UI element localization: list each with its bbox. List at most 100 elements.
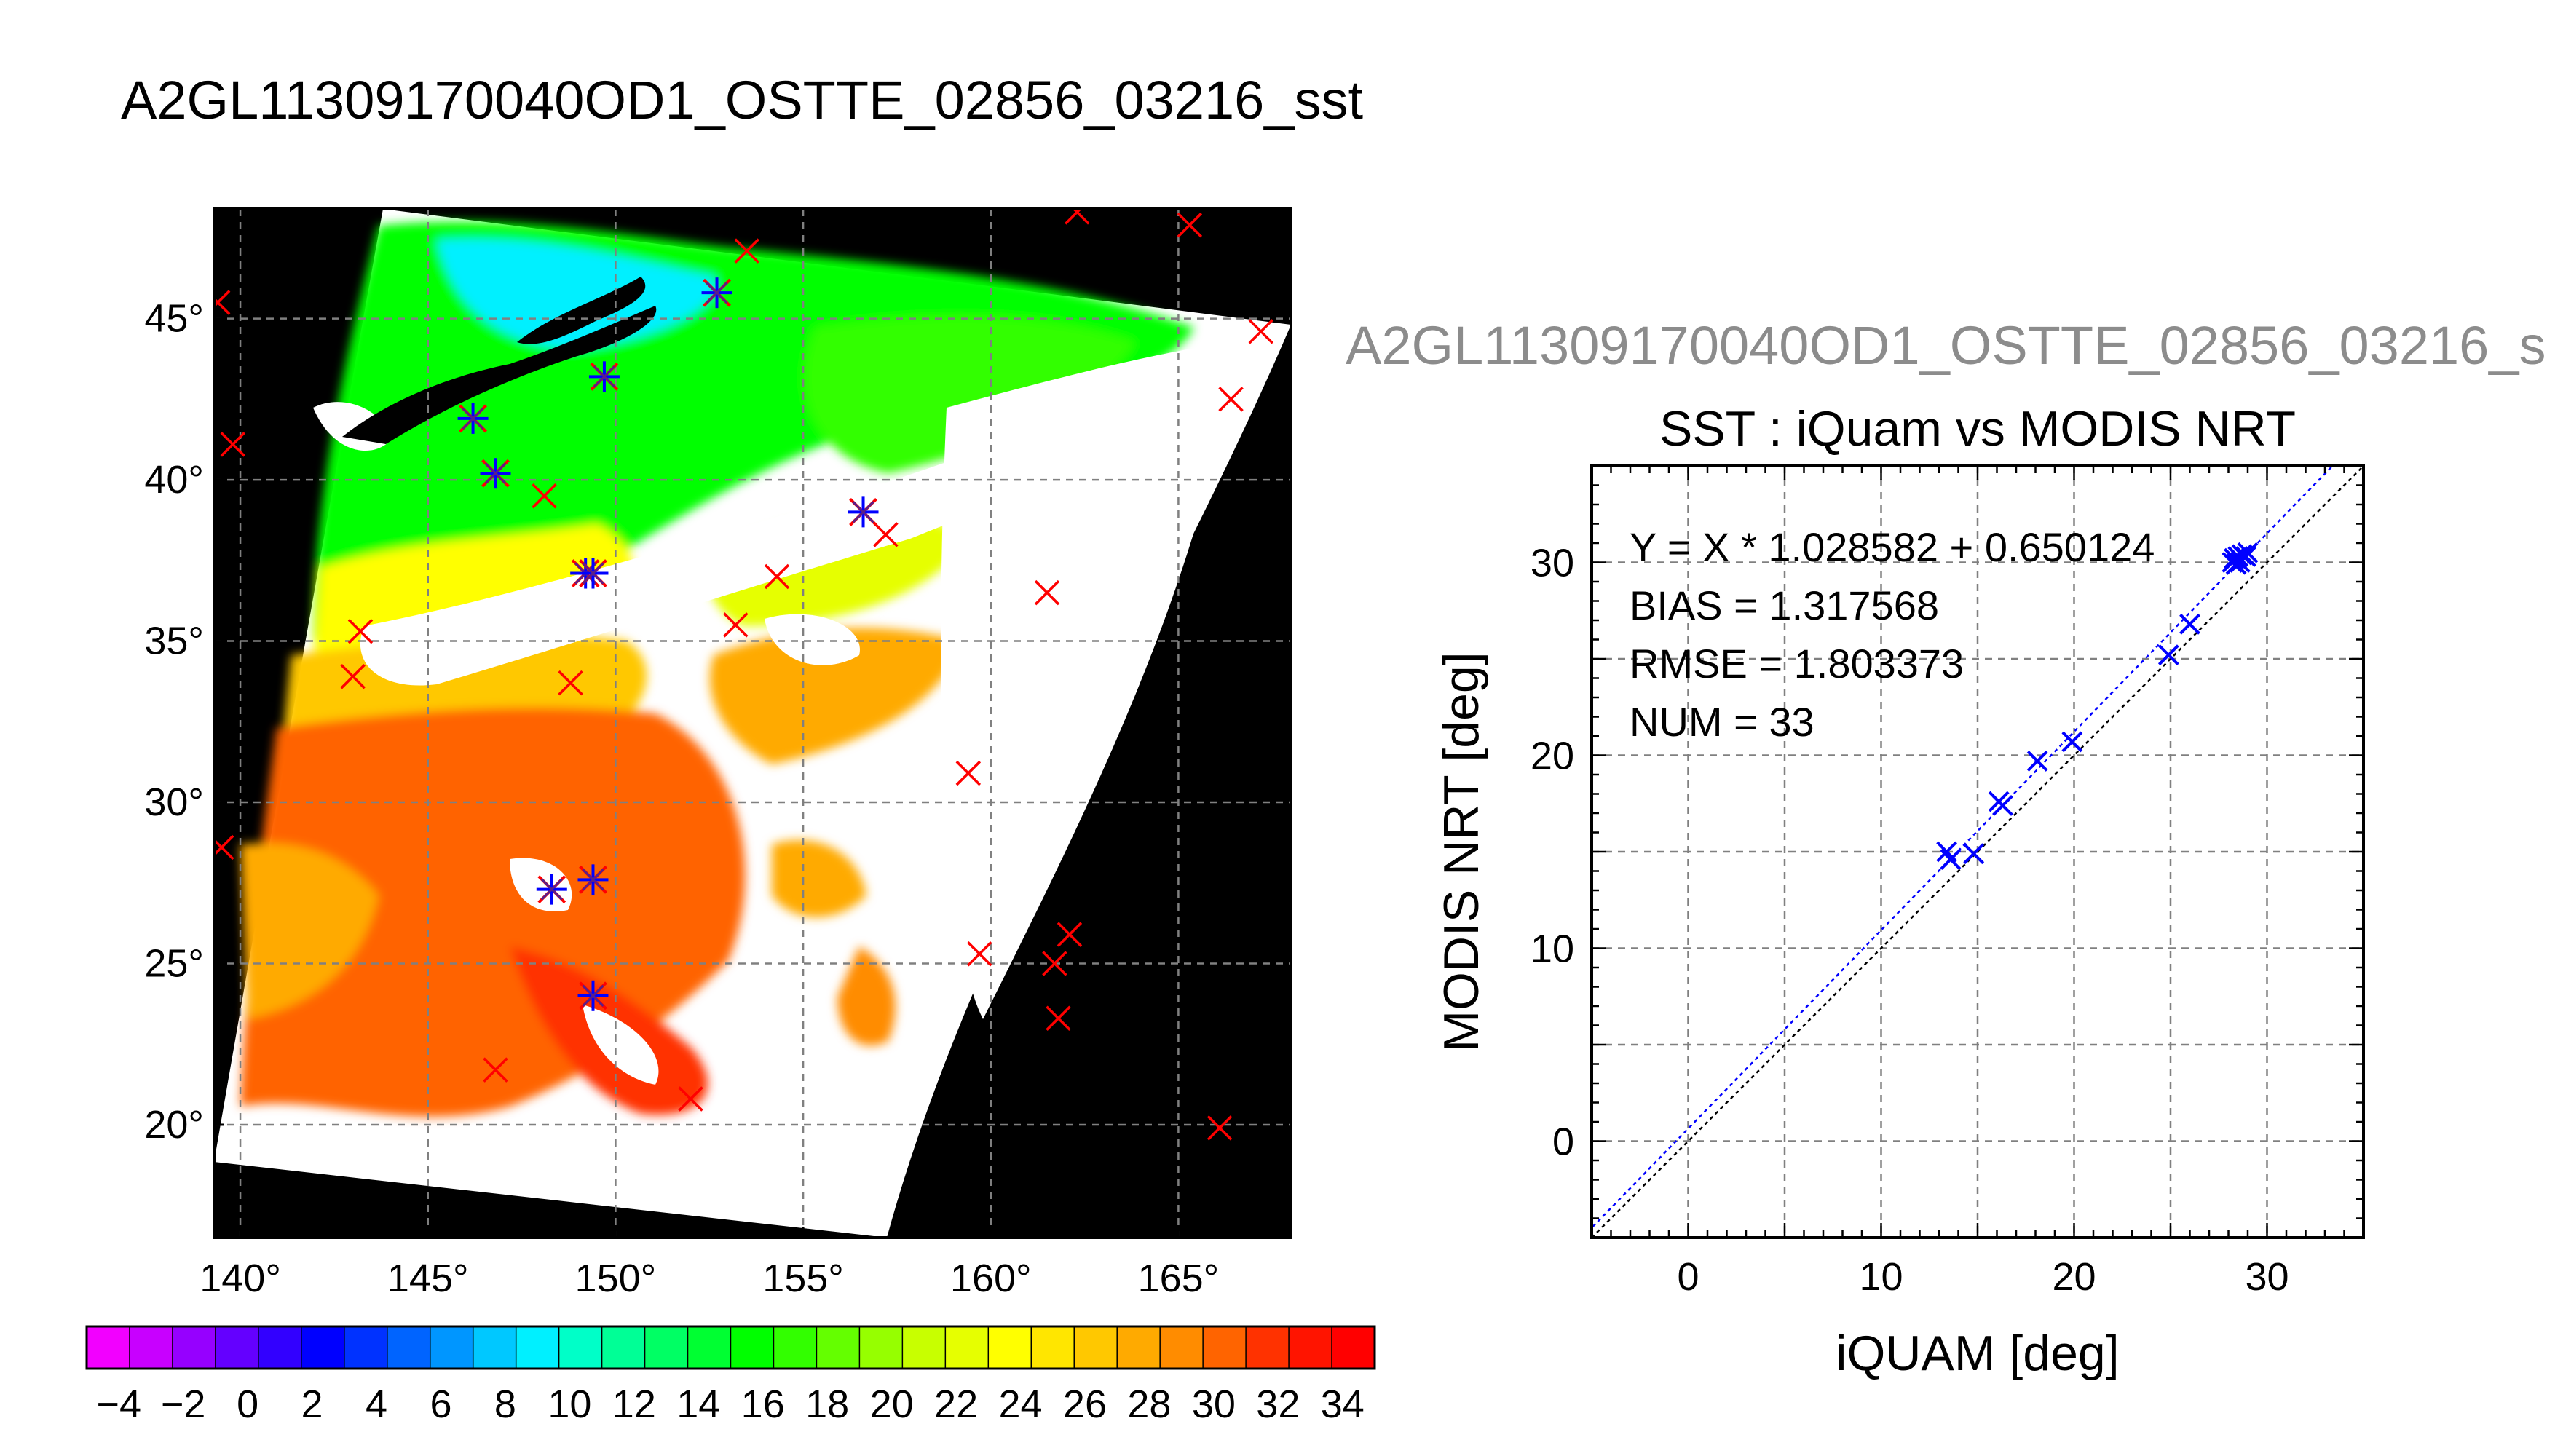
insitu-point-stroke: [483, 1057, 508, 1083]
colorbar-segment: [430, 1326, 474, 1369]
map-x-tick-label: 155°: [762, 1257, 844, 1300]
colorbar-tick-label: 28: [1127, 1382, 1171, 1426]
insitu-point-stroke: [1207, 1115, 1233, 1141]
colorbar-segment: [215, 1326, 259, 1369]
colorbar-segment: [1160, 1326, 1204, 1369]
colorbar-segment: [1203, 1326, 1247, 1369]
map-x-tick-label: 150°: [575, 1257, 657, 1300]
colorbar-segment: [1117, 1326, 1161, 1369]
colorbar-tick-label: 10: [548, 1382, 591, 1426]
matchup-point: [701, 277, 732, 309]
insitu-point: [1034, 579, 1060, 606]
scatter-point-stroke: [2061, 731, 2083, 753]
scatter-point-stroke: [1992, 794, 2013, 816]
scatter-point-stroke: [2157, 644, 2179, 666]
insitu-point-stroke: [532, 483, 557, 509]
insitu-point-stroke: [558, 670, 583, 696]
colorbar-segment: [301, 1326, 345, 1369]
cloud-patch: [765, 614, 860, 665]
insitu-point-stroke: [347, 619, 374, 644]
scatter-x-tick-label: 30: [2245, 1255, 2289, 1299]
colorbar-tick-label: 12: [612, 1382, 656, 1426]
map-gridlines: [214, 209, 1291, 1238]
land-hokkaido: [342, 306, 657, 444]
scatter-point: [2179, 613, 2200, 635]
colorbar-tick-label: 22: [934, 1382, 978, 1426]
matchup-point: [457, 403, 489, 434]
scatter-gridlines: [1592, 466, 2364, 1238]
matchup-point: [848, 496, 879, 528]
matchup-point: [536, 874, 567, 905]
matchup-point: [577, 980, 609, 1011]
matchup-point: [588, 361, 620, 392]
matchup-point: [577, 864, 609, 895]
map-y-tick-label: 30°: [144, 780, 204, 824]
colorbar-segment: [172, 1326, 216, 1369]
matchup-point-dstroke: [582, 869, 604, 891]
colorbar-segment: [902, 1326, 946, 1369]
colorbar-tick-label: 30: [1192, 1382, 1236, 1426]
matchup-point-dstroke: [462, 407, 484, 430]
insitu-point: [764, 563, 790, 590]
insitu-point-stroke: [955, 760, 982, 786]
insitu-point-stroke: [1042, 951, 1067, 976]
insitu-point: [723, 612, 749, 638]
map-y-tick-label: 20°: [144, 1103, 204, 1147]
scatter-point: [2157, 644, 2179, 666]
insitu-point: [1177, 212, 1203, 238]
colorbar-segment: [601, 1326, 646, 1369]
colorbar-segment: [558, 1326, 603, 1369]
colorbar-tick-label: 8: [494, 1382, 516, 1426]
insitu-point-stroke: [678, 1086, 703, 1112]
colorbar-segment: [516, 1326, 560, 1369]
scatter-y-tick-label: 20: [1531, 735, 1574, 778]
insitu-point-stroke: [1177, 212, 1203, 238]
insitu-point-stroke: [220, 432, 246, 457]
insitu-point-stroke: [1057, 922, 1083, 947]
sst-region: [772, 839, 866, 917]
matchup-point-dstroke: [706, 282, 728, 304]
insitu-point: [1207, 1115, 1233, 1141]
colorbar-tick-label: −4: [96, 1382, 141, 1426]
map-x-tick-label: 160°: [950, 1257, 1032, 1300]
map-y-tick-label: 40°: [144, 458, 204, 502]
sst-region: [240, 843, 379, 1019]
insitu-point-stroke: [1248, 319, 1274, 344]
scatter-x-tick-label: 0: [1677, 1255, 1699, 1299]
map-x-tick-label: 145°: [387, 1257, 469, 1300]
insitu-point-stroke: [1046, 1005, 1071, 1032]
insitu-point: [1046, 1005, 1071, 1032]
cloud-patch: [583, 1005, 659, 1085]
insitu-point: [483, 1057, 508, 1083]
colorbar-tick-label: 34: [1321, 1382, 1365, 1426]
scatter-point: [2061, 731, 2083, 753]
insitu-point-stroke: [214, 290, 231, 309]
insitu-point: [678, 1086, 703, 1112]
insitu-point: [220, 432, 246, 457]
insitu-point-stroke: [723, 612, 749, 638]
insitu-point-stroke: [214, 834, 234, 857]
colorbar-segment: [1074, 1326, 1118, 1369]
insitu-point: [1057, 922, 1083, 947]
map-y-tick-label: 25°: [144, 941, 204, 985]
sst-colorbar: −4 −2 0 2 4 6 8 10 12 14 16 18 20 22 24 26 28 30 32 34: [85, 1325, 1376, 1426]
matchup-point-dstroke: [852, 501, 874, 523]
land-kuril-islands: [517, 277, 646, 344]
insitu-point: [734, 238, 760, 264]
scatter-point-stroke: [2179, 613, 2200, 635]
map-y-tick-label: 45°: [144, 297, 204, 341]
insitu-point: [532, 483, 557, 509]
insitu-point-stroke: [1034, 579, 1060, 606]
scatter-point-stroke: [1940, 849, 1962, 871]
scatter-point-stroke: [2237, 542, 2259, 563]
scatter-stat-annotation: NUM = 33: [1630, 699, 1814, 745]
insitu-point: [1248, 319, 1274, 344]
colorbar-segment: [87, 1326, 130, 1369]
insitu-point-stroke: [1065, 209, 1083, 225]
map-x-tick-label: 140°: [200, 1257, 281, 1300]
scatter-y-tick-label: 0: [1552, 1120, 1574, 1164]
colorbar-segment: [387, 1326, 431, 1369]
scatter-x-tick-label: 10: [1859, 1255, 1903, 1299]
scatter-point-stroke: [2026, 751, 2048, 772]
